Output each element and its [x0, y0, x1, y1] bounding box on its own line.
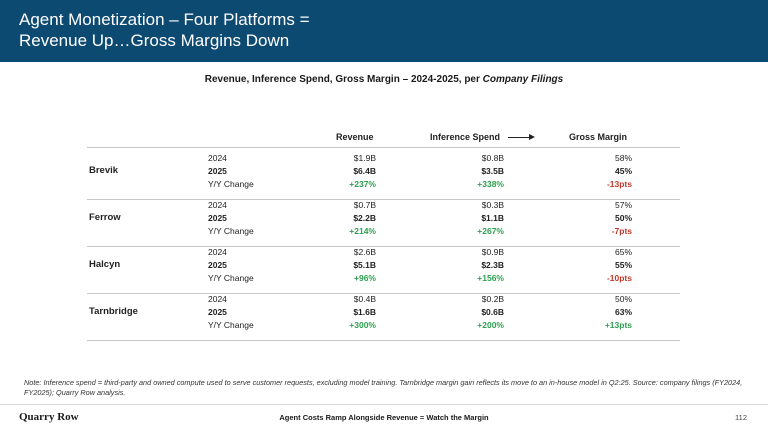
- margin-value: 45%: [614, 166, 632, 176]
- footer-divider: [0, 404, 768, 405]
- title-banner: Agent Monetization – Four Platforms = Re…: [0, 0, 768, 62]
- revenue-value: +300%: [349, 320, 376, 330]
- revenue-value: $0.7B: [353, 200, 376, 210]
- row-label: 2025: [208, 307, 227, 317]
- revenue-value: +237%: [349, 179, 376, 189]
- arrow-right-icon: [508, 137, 531, 138]
- table-divider: [87, 199, 680, 200]
- margin-value: 65%: [614, 247, 632, 257]
- inference-value: $3.5B: [481, 166, 504, 176]
- margin-value: 63%: [614, 307, 632, 317]
- margin-value: -13pts: [606, 179, 632, 189]
- column-header-gross-margin: Gross Margin: [569, 132, 628, 142]
- row-label: Y/Y Change: [208, 179, 254, 189]
- revenue-value: +214%: [349, 226, 376, 236]
- footer-tagline: Agent Costs Ramp Alongside Revenue = Wat…: [279, 413, 489, 422]
- margin-value: 50%: [614, 213, 632, 223]
- margin-value: 50%: [614, 294, 632, 304]
- table-divider: [87, 340, 680, 341]
- inference-value: $1.1B: [481, 213, 504, 223]
- table-divider: [87, 147, 680, 148]
- row-label: 2024: [208, 200, 227, 210]
- table-subtitle: Revenue, Inference Spend, Gross Margin –…: [0, 74, 768, 85]
- column-header-inference-spend: Inference Spend: [430, 132, 501, 142]
- revenue-value: +96%: [354, 273, 376, 283]
- slide-title-line2: Revenue Up…Gross Margins Down: [19, 31, 290, 50]
- company-name: Tarnbridge: [89, 306, 138, 317]
- inference-value: +338%: [477, 179, 504, 189]
- subtitle-main: Revenue, Inference Spend, Gross Margin –…: [204, 74, 483, 85]
- revenue-value: $2.2B: [353, 213, 376, 223]
- arrow-head-icon: [529, 134, 535, 140]
- revenue-value: $1.9B: [353, 153, 376, 163]
- margin-value: 58%: [614, 153, 632, 163]
- company-name: Brevik: [89, 165, 119, 176]
- page-number: 112: [735, 413, 747, 422]
- margin-value: -10pts: [606, 273, 632, 283]
- inference-value: $0.2B: [481, 294, 504, 304]
- row-label: 2024: [208, 247, 227, 257]
- row-label: 2024: [208, 153, 227, 163]
- inference-value: +200%: [477, 320, 504, 330]
- revenue-value: $0.4B: [353, 294, 376, 304]
- inference-value: $0.8B: [481, 153, 504, 163]
- table-divider: [87, 246, 680, 247]
- inference-value: $2.3B: [481, 260, 504, 270]
- row-label: Y/Y Change: [208, 226, 254, 236]
- row-label: 2025: [208, 260, 227, 270]
- row-label: Y/Y Change: [208, 320, 254, 330]
- margin-value: +13pts: [604, 320, 632, 330]
- inference-value: +156%: [477, 273, 504, 283]
- footnote: Note: Inference spend = third-party and …: [24, 378, 743, 397]
- subtitle-italic: Company Filings: [482, 74, 564, 85]
- revenue-value: $2.6B: [353, 247, 376, 257]
- margin-value: 57%: [614, 200, 632, 210]
- inference-value: $0.9B: [481, 247, 504, 257]
- inference-value: +267%: [477, 226, 504, 236]
- table-divider: [87, 293, 680, 294]
- row-label: Y/Y Change: [208, 273, 254, 283]
- revenue-value: $1.6B: [353, 307, 376, 317]
- slide-title-line1: Agent Monetization – Four Platforms =: [19, 10, 310, 29]
- column-header-revenue: Revenue: [336, 132, 374, 142]
- revenue-value: $5.1B: [353, 260, 376, 270]
- company-name: Ferrow: [89, 212, 121, 223]
- row-label: 2025: [208, 213, 227, 223]
- brand-logo: Quarry Row: [19, 411, 79, 423]
- revenue-value: $6.4B: [353, 166, 376, 176]
- inference-value: $0.3B: [481, 200, 504, 210]
- inference-value: $0.6B: [481, 307, 504, 317]
- company-name: Halcyn: [89, 259, 121, 270]
- row-label: 2024: [208, 294, 227, 304]
- row-label: 2025: [208, 166, 227, 176]
- margin-value: 55%: [614, 260, 632, 270]
- margin-value: -7pts: [611, 226, 632, 236]
